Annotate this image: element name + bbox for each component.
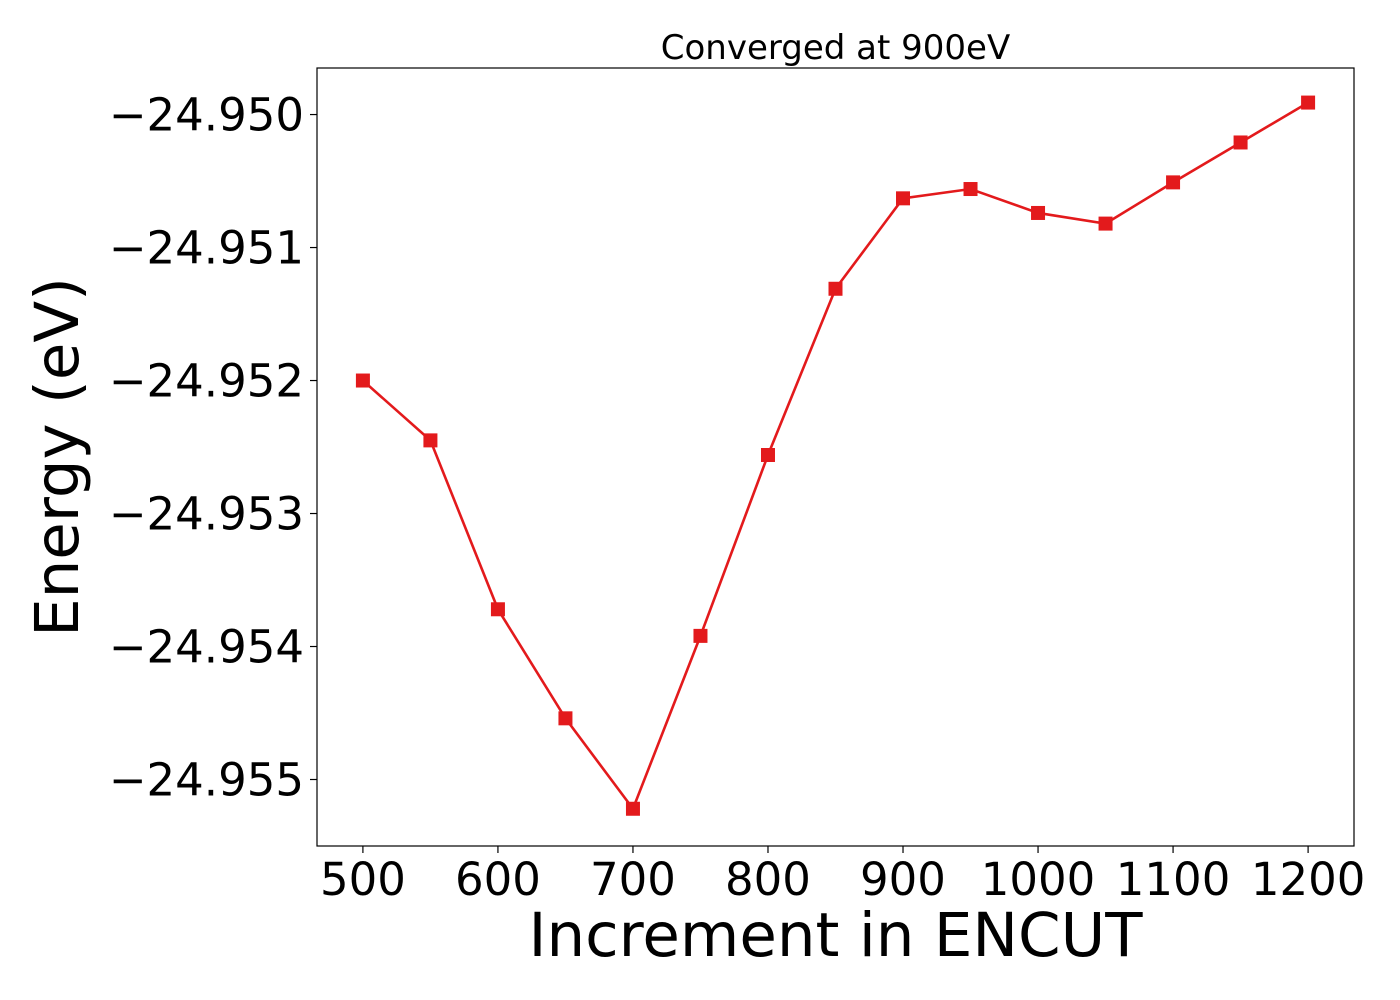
x-axis-label: Increment in ENCUT xyxy=(528,900,1143,971)
y-tick-label: −24.951 xyxy=(109,222,304,275)
y-axis: −24.950 −24.951 −24.952 −24.953 −24.954 −24.9… xyxy=(109,89,317,807)
data-point-marker xyxy=(625,801,640,816)
x-tick-label: 900 xyxy=(860,853,946,906)
y-tick-label: −24.950 xyxy=(109,89,304,142)
x-tick-label: 1100 xyxy=(1116,853,1231,906)
y-tick-label: −24.954 xyxy=(109,621,304,674)
x-axis: 500 600 700 800 900 1000 1100 1200 xyxy=(320,846,1365,906)
y-tick-label: −24.955 xyxy=(109,754,304,807)
y-tick-label: −24.953 xyxy=(109,488,304,541)
data-point-marker xyxy=(355,373,370,388)
x-tick-label: 600 xyxy=(455,853,541,906)
plot-frame xyxy=(316,67,1355,847)
data-point-marker xyxy=(423,433,438,448)
data-point-marker xyxy=(760,448,775,463)
data-point-marker xyxy=(1233,135,1248,150)
data-point-marker xyxy=(963,182,978,197)
y-tick-label: −24.952 xyxy=(109,355,304,408)
series-layer xyxy=(355,95,1316,816)
data-point-marker xyxy=(1031,205,1046,220)
data-point-marker xyxy=(490,602,505,617)
x-tick-label: 1000 xyxy=(981,853,1096,906)
data-point-marker xyxy=(828,281,843,296)
x-tick-label: 800 xyxy=(725,853,811,906)
x-tick-label: 1200 xyxy=(1251,853,1366,906)
data-point-marker xyxy=(1166,175,1181,190)
data-point-marker xyxy=(896,191,911,206)
chart-title: Converged at 900eV xyxy=(661,28,1010,68)
y-axis-label: Energy (eV) xyxy=(22,277,93,637)
data-point-marker xyxy=(1301,95,1316,110)
data-point-marker xyxy=(693,628,708,643)
x-tick-label: 700 xyxy=(590,853,676,906)
data-point-marker xyxy=(1098,216,1113,231)
x-tick-label: 500 xyxy=(320,853,406,906)
data-point-marker xyxy=(558,711,573,726)
